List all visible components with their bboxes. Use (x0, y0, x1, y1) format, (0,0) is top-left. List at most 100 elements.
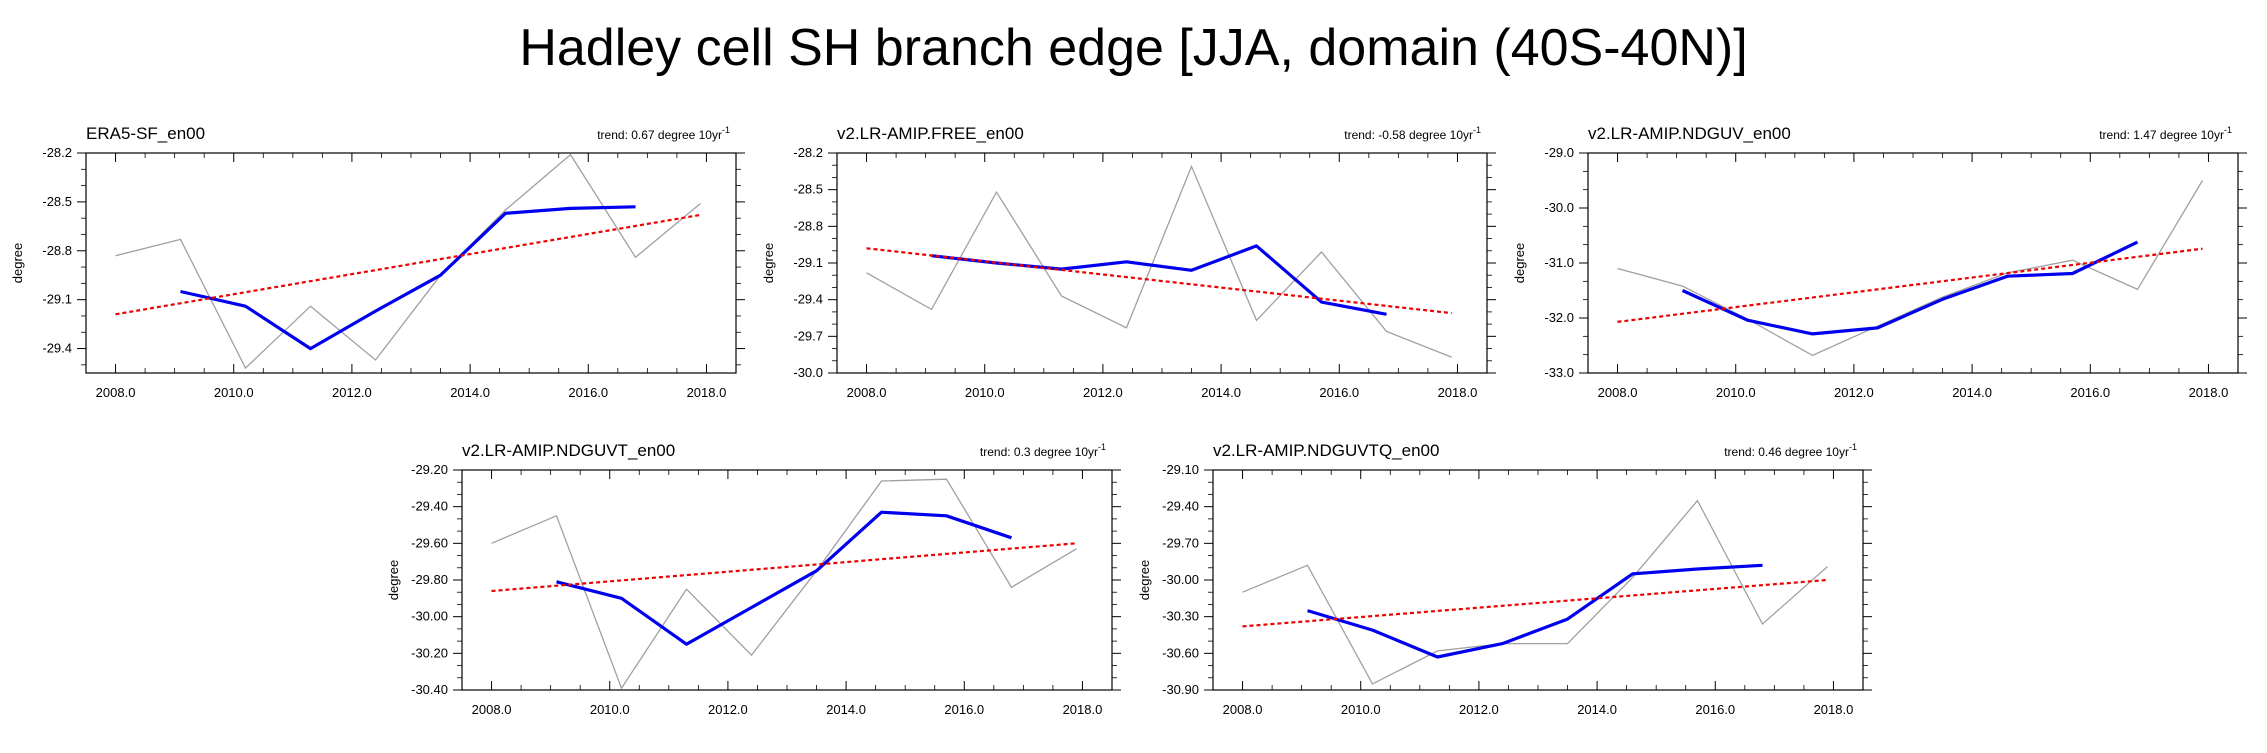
trend-label: trend: -0.58 degree 10yr-1 (1344, 125, 1481, 142)
trend-label-superscript: -1 (722, 125, 730, 135)
y-axis-label: degree (761, 243, 776, 283)
y-tick-label: -30.0 (793, 365, 823, 380)
series-trend-line (491, 542, 1077, 593)
figure-title: Hadley cell SH branch edge [JJA, domain … (519, 19, 1748, 77)
series-smooth-line (1307, 563, 1763, 659)
series-smooth-line (556, 510, 1013, 646)
x-tick-label: 2008.0 (1598, 385, 1638, 400)
y-tick-label: -28.2 (42, 145, 72, 160)
plot-frame (1212, 469, 1864, 691)
plot-frame (836, 152, 1488, 374)
series-trend-line (1617, 247, 2203, 323)
y-tick-label: -29.40 (1162, 499, 1199, 514)
series-smooth-line (180, 205, 636, 351)
panel-era5-sf: ERA5-SF_en00 trend: 0.67 degree 10yr-1 200… (10, 124, 745, 400)
x-tick-label: 2016.0 (2070, 385, 2110, 400)
panel-ndguvt: v2.LR-AMIP.NDGUVT_en00 trend: 0.3 degree … (386, 441, 1121, 717)
y-tick-label: -30.00 (411, 609, 448, 624)
x-tick-label: 2018.0 (1063, 702, 1103, 717)
trend-label-superscript: -1 (2224, 125, 2232, 135)
y-tick-label: -29.0 (1544, 145, 1574, 160)
plot-frame (1587, 152, 2239, 374)
y-tick-label: -31.0 (1544, 255, 1574, 270)
x-tick-label: 2010.0 (214, 385, 254, 400)
y-tick-label: -29.20 (411, 462, 448, 477)
y-tick-label: -30.30 (1162, 609, 1199, 624)
trend-label: trend: 1.47 degree 10yr-1 (2099, 125, 2232, 142)
y-tick-label: -29.1 (793, 255, 823, 270)
x-tick-label: 2012.0 (708, 702, 748, 717)
y-tick-label: -29.7 (793, 328, 823, 343)
y-tick-label: -32.0 (1544, 310, 1574, 325)
x-tick-label: 2016.0 (568, 385, 608, 400)
x-tick-label: 2016.0 (1319, 385, 1359, 400)
panel-ndguv: v2.LR-AMIP.NDGUV_en00 trend: 1.47 degree … (1512, 124, 2247, 400)
y-tick-label: -29.10 (1162, 462, 1199, 477)
panel-title: v2.LR-AMIP.NDGUVT_en00 (462, 441, 675, 460)
y-tick-label: -28.5 (42, 194, 72, 209)
y-tick-label: -28.8 (793, 218, 823, 233)
x-tick-label: 2018.0 (2189, 385, 2229, 400)
x-tick-label: 2014.0 (1577, 702, 1617, 717)
series-smooth-line (1681, 240, 2139, 336)
x-tick-label: 2010.0 (1716, 385, 1756, 400)
panel-ndguvtq: v2.LR-AMIP.NDGUVTQ_en00 trend: 0.46 degre… (1137, 441, 1872, 717)
x-tick-label: 2016.0 (944, 702, 984, 717)
trend-label-superscript: -1 (1098, 442, 1106, 452)
y-tick-label: -28.8 (42, 243, 72, 258)
x-tick-label: 2014.0 (450, 385, 490, 400)
trend-label: trend: 0.3 degree 10yr-1 (980, 442, 1106, 459)
trend-label: trend: 0.46 degree 10yr-1 (1724, 442, 1857, 459)
series-trend-line (866, 247, 1452, 315)
x-tick-label: 2018.0 (1814, 702, 1854, 717)
y-tick-label: -29.60 (411, 535, 448, 550)
x-tick-label: 2016.0 (1695, 702, 1735, 717)
trend-label-superscript: -1 (1473, 125, 1481, 135)
panel-title: ERA5-SF_en00 (86, 124, 205, 143)
y-tick-label: -30.20 (411, 645, 448, 660)
trend-label: trend: 0.67 degree 10yr-1 (597, 125, 730, 142)
series-raw-line (115, 153, 701, 370)
x-tick-label: 2008.0 (472, 702, 512, 717)
y-axis-label: degree (1512, 243, 1527, 283)
y-axis-label: degree (386, 560, 401, 600)
series-trend-line (1242, 578, 1828, 628)
series-raw-line (866, 164, 1452, 358)
panel-free: v2.LR-AMIP.FREE_en00 trend: -0.58 degree … (761, 124, 1496, 400)
y-tick-label: -30.90 (1162, 682, 1199, 697)
x-tick-label: 2012.0 (1083, 385, 1123, 400)
y-tick-label: -30.0 (1544, 200, 1574, 215)
x-tick-label: 2014.0 (826, 702, 866, 717)
y-tick-label: -33.0 (1544, 365, 1574, 380)
y-tick-label: -28.2 (793, 145, 823, 160)
y-tick-label: -30.00 (1162, 572, 1199, 587)
x-tick-label: 2014.0 (1201, 385, 1241, 400)
series-raw-line (1242, 499, 1828, 685)
y-tick-label: -29.40 (411, 499, 448, 514)
x-tick-label: 2012.0 (332, 385, 372, 400)
y-tick-label: -30.60 (1162, 645, 1199, 660)
y-tick-label: -29.4 (42, 341, 72, 356)
x-tick-label: 2018.0 (687, 385, 727, 400)
x-tick-label: 2008.0 (96, 385, 136, 400)
panel-title: v2.LR-AMIP.NDGUV_en00 (1588, 124, 1791, 143)
x-tick-label: 2014.0 (1952, 385, 1992, 400)
series-raw-line (491, 478, 1077, 690)
x-tick-label: 2012.0 (1459, 702, 1499, 717)
y-tick-label: -29.4 (793, 292, 823, 307)
y-tick-label: -28.5 (793, 182, 823, 197)
trend-label-superscript: -1 (1849, 442, 1857, 452)
y-tick-label: -29.80 (411, 572, 448, 587)
y-axis-label: degree (10, 243, 25, 283)
y-tick-label: -29.1 (42, 292, 72, 307)
y-axis-label: degree (1137, 560, 1152, 600)
plot-frame (85, 152, 737, 374)
x-tick-label: 2008.0 (1223, 702, 1263, 717)
x-tick-label: 2018.0 (1438, 385, 1478, 400)
y-tick-label: -30.40 (411, 682, 448, 697)
plot-frame (461, 469, 1113, 691)
panel-title: v2.LR-AMIP.NDGUVTQ_en00 (1213, 441, 1439, 460)
series-raw-line (1617, 180, 2204, 357)
x-tick-label: 2010.0 (965, 385, 1005, 400)
x-tick-label: 2012.0 (1834, 385, 1874, 400)
